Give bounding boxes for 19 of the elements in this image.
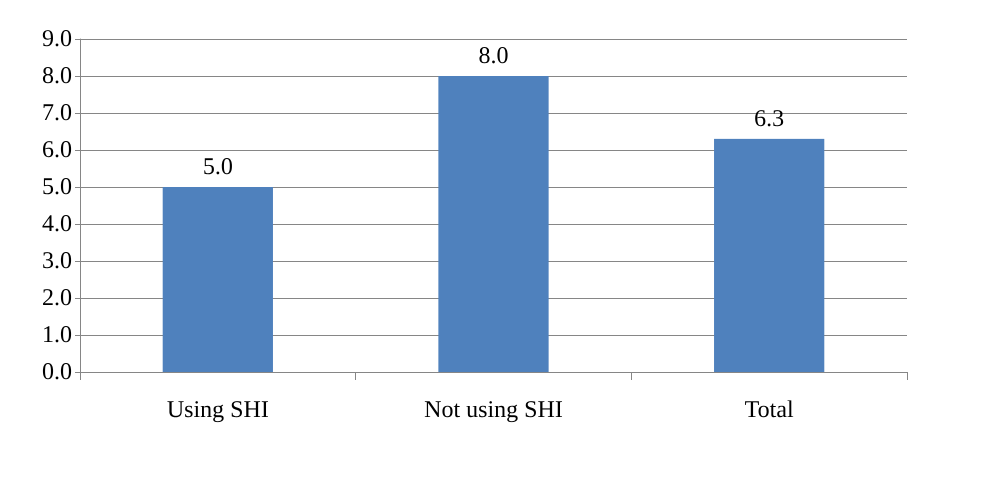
bar bbox=[438, 76, 549, 372]
y-tick-label: 9.0 bbox=[42, 26, 72, 52]
y-tick-label: 4.0 bbox=[42, 211, 72, 237]
data-label: 6.3 bbox=[754, 106, 784, 132]
y-tick-label: 5.0 bbox=[42, 174, 72, 200]
bar bbox=[162, 187, 273, 372]
y-tick-label: 0.0 bbox=[42, 359, 72, 385]
y-tick-label: 6.0 bbox=[42, 137, 72, 163]
data-label: 8.0 bbox=[478, 43, 508, 69]
x-tick-label: Using SHI bbox=[166, 397, 269, 423]
y-tick-label: 8.0 bbox=[42, 63, 72, 89]
y-tick-label: 3.0 bbox=[42, 248, 72, 274]
bar bbox=[714, 138, 824, 372]
x-tick-label: Not using SHI bbox=[424, 397, 563, 423]
y-tick-label: 7.0 bbox=[42, 100, 72, 126]
data-label: 5.0 bbox=[202, 154, 233, 180]
y-tick-label: 1.0 bbox=[42, 322, 72, 348]
x-tick-label: Total bbox=[744, 397, 794, 423]
y-tick-label: 2.0 bbox=[42, 285, 72, 311]
